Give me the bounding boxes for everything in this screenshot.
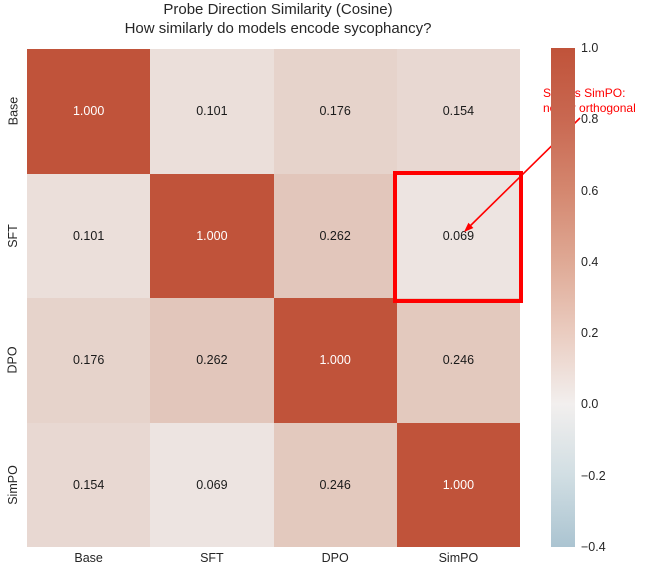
- y-tick-label-SimPO: SimPO: [6, 464, 20, 505]
- colorbar-tick-−0.4: −0.4: [581, 540, 606, 554]
- heatmap-cell-SFT-SFT: 1.000: [150, 173, 274, 298]
- y-tick-label-SFT: SFT: [5, 223, 20, 248]
- heatmap-cell-SFT-DPO: 0.262: [273, 173, 397, 298]
- highlight-rectangle: [393, 171, 523, 303]
- heatmap-cell-DPO-SFT: 0.262: [150, 298, 274, 423]
- x-tick-label-SFT: SFT: [200, 551, 224, 565]
- heatmap-cell-SimPO-Base: 0.154: [27, 422, 151, 547]
- heatmap-cell-SimPO-DPO: 0.246: [273, 422, 397, 547]
- colorbar-tick-0.2: 0.2: [581, 326, 599, 341]
- heatmap-grid: 1.000 0.101 0.176 0.154 0.101 1.000 0.262 0.069…: [27, 49, 520, 547]
- x-axis-labels: Base SFT DPO SimPO: [27, 551, 520, 569]
- chart-title-line2: How similarly do models encode sycophanc…: [124, 20, 432, 37]
- heatmap-cell-DPO-Base: 0.176: [27, 298, 151, 423]
- x-tick-label-Base: Base: [74, 551, 103, 565]
- colorbar-tick-1.0: 1.0: [581, 41, 599, 55]
- colorbar: [551, 48, 575, 547]
- y-axis-labels: Base SFT DPO SimPO: [0, 49, 26, 547]
- colorbar-tick-0.0: 0.0: [581, 397, 599, 412]
- heatmap-cell-Base-SFT: 0.101: [150, 49, 274, 174]
- heatmap-cell-Base-SimPO: 0.154: [396, 49, 520, 174]
- colorbar-tick-−0.2: −0.2: [581, 468, 606, 483]
- chart-title-line1: Probe Direction Similarity (Cosine): [163, 1, 393, 18]
- colorbar-tick-0.4: 0.4: [581, 254, 599, 269]
- x-tick-label-SimPO: SimPO: [438, 551, 479, 565]
- chart-title: Probe Direction Similarity (Cosine) How …: [0, 0, 556, 38]
- heatmap-cell-SimPO-SimPO: 1.000: [396, 422, 520, 547]
- heatmap-cell-Base-DPO: 0.176: [273, 49, 397, 174]
- colorbar-tick-0.6: 0.6: [581, 183, 599, 198]
- colorbar-tick-labels: 1.0 0.8 0.6 0.4 0.2 0.0 −0.2 −0.4: [581, 41, 621, 554]
- colorbar-tick-0.8: 0.8: [581, 112, 599, 127]
- y-tick-label-Base: Base: [6, 97, 20, 126]
- heatmap-cell-DPO-DPO: 1.000: [273, 298, 397, 423]
- heatmap-cell-SimPO-SFT: 0.069: [150, 422, 274, 547]
- heatmap-cell-SFT-Base: 0.101: [27, 173, 151, 298]
- heatmap-cell-Base-Base: 1.000: [27, 49, 151, 174]
- x-tick-label-DPO: DPO: [321, 551, 349, 565]
- y-tick-label-DPO: DPO: [6, 346, 20, 374]
- heatmap-cell-DPO-SimPO: 0.246: [396, 298, 520, 423]
